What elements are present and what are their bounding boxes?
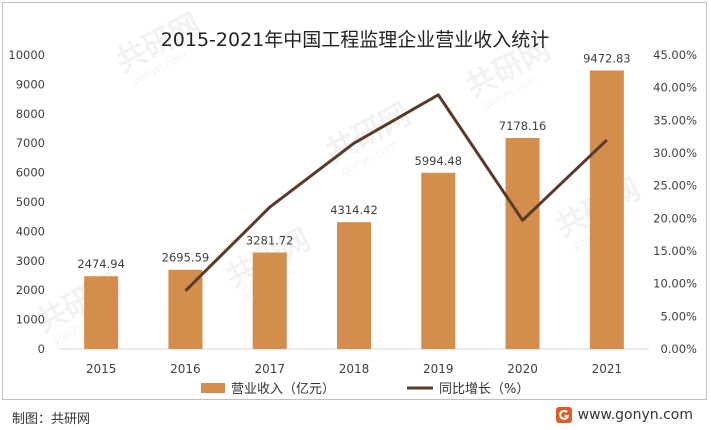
gonyn-logo-icon [555,407,572,423]
footer: 制图：共研网 www.gonyn.com [0,402,711,430]
right-tick-label: 35.00% [653,113,697,127]
left-tick-label: 9000 [16,77,45,91]
legend: 营业收入（亿元） 同比增长（%） [201,382,529,397]
bar-data-label: 2474.94 [77,257,125,271]
left-tick-label: 3000 [16,254,45,268]
site-link[interactable]: www.gonyn.com [555,407,693,423]
bar-data-label: 2695.59 [162,251,210,265]
chart-title: 2015-2021年中国工程监理企业营业收入统计 [161,29,550,51]
chart-frame: 共研网 gonyn.com 共研网 gonyn.com 共研网 gonyn.com 共研网 g… [2,2,707,400]
bar [168,269,203,349]
right-tick-label: 30.00% [653,146,697,160]
left-tick-label: 1000 [16,313,45,327]
bar-data-label: 5994.48 [415,154,463,168]
right-axis-ticks: 0.00% 5.00% 10.00% 15.00% 20.00% 25.00% 30.00%… [653,48,697,356]
legend-line-label: 同比增长（%） [439,382,529,397]
left-tick-label: 10000 [8,48,45,62]
bar-data-label: 7178.16 [499,119,547,133]
bar [252,252,287,349]
bar [421,172,456,349]
right-tick-label: 15.00% [653,244,697,258]
bar [589,70,624,350]
bar-data-label: 9472.83 [583,51,631,65]
left-tick-label: 4000 [16,224,45,238]
right-tick-label: 40.00% [653,81,697,95]
right-tick-label: 20.00% [653,211,697,225]
x-axis-ticks: 2015 2016 2017 2018 2019 2020 2021 [86,362,622,376]
x-tick-label: 2021 [592,362,623,376]
bar [505,137,540,349]
x-tick-label: 2017 [254,362,285,376]
site-url: www.gonyn.com [577,407,693,423]
growth-line [184,93,608,292]
legend-bar-swatch [201,383,225,393]
right-tick-label: 25.00% [653,179,697,193]
left-tick-label: 2000 [16,283,45,297]
x-tick-label: 2020 [507,362,538,376]
x-tick-label: 2018 [339,362,370,376]
left-tick-label: 7000 [16,136,45,150]
x-tick-label: 2016 [170,362,201,376]
left-tick-label: 6000 [16,166,45,180]
legend-bar-label: 营业收入（亿元） [231,382,335,397]
right-tick-label: 5.00% [660,309,697,323]
right-tick-label: 0.00% [660,342,697,356]
left-axis-ticks: 0 1000 2000 3000 4000 5000 6000 7000 8000 9000 100… [8,48,45,356]
combo-chart: 共研网gonyn.com共研网gonyn.com共研网gonyn.com共研网g… [8,7,697,397]
left-tick-label: 0 [38,342,45,356]
credit-text: 制图：共研网 [12,412,91,427]
bar-data-labels: 2474.94 2695.59 3281.72 4314.42 5994.48 7178.… [77,51,630,271]
bar [337,222,371,349]
x-tick-label: 2019 [423,362,454,376]
bar-data-label: 3281.72 [246,234,294,248]
x-tick-label: 2015 [86,362,117,376]
bar-data-label: 4314.42 [330,203,378,217]
right-tick-label: 10.00% [653,277,697,291]
bar [84,276,119,349]
left-tick-label: 5000 [16,195,45,209]
bar-series [84,70,624,350]
left-tick-label: 8000 [16,107,45,121]
right-tick-label: 45.00% [653,48,697,62]
